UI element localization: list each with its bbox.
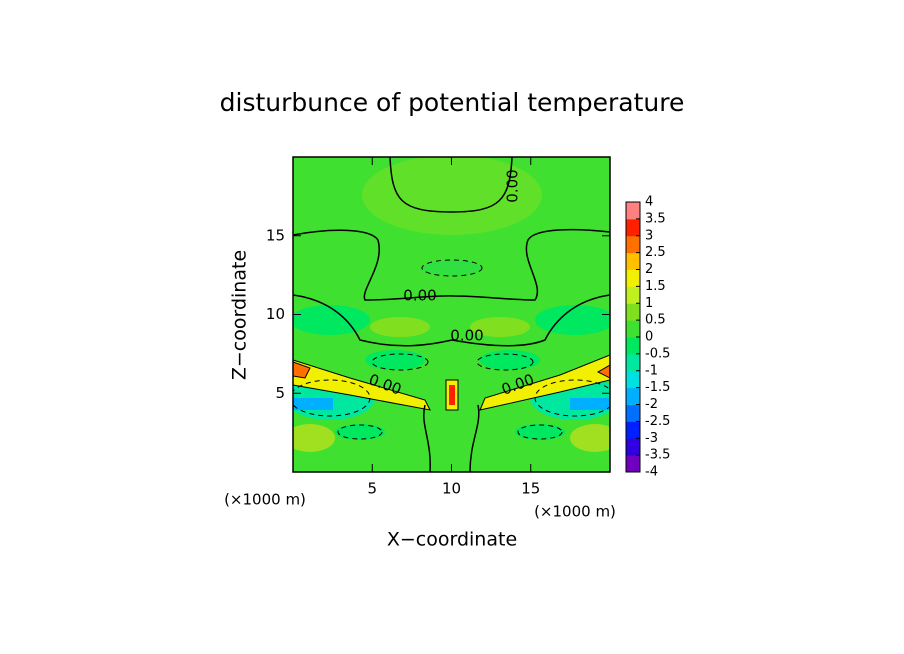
colorbar-level [626, 303, 640, 321]
colorbar-level [626, 387, 640, 405]
colorbar-level [626, 455, 640, 473]
colorbar-level [626, 370, 640, 389]
contour-label: 0.00 [504, 169, 522, 202]
colorbar-level [626, 235, 640, 254]
colorbar-tick-label: -0.5 [645, 346, 670, 361]
colorbar-level [626, 202, 640, 220]
colorbar-level [626, 269, 640, 287]
colorbar-tick-label: -2.5 [645, 414, 670, 429]
colorbar-tick-label: 0 [645, 330, 653, 345]
colorbar-tick-label: -1 [645, 363, 658, 378]
colorbar-tick-label: -2 [645, 397, 658, 412]
x-tick-label: 5 [367, 480, 377, 498]
colorbar-tick-label: -1.5 [645, 380, 670, 395]
colorbar-level [626, 353, 640, 372]
colorbar-tick-label: 1.5 [645, 279, 666, 294]
colorbar-tick-label: -3.5 [645, 448, 670, 463]
y-tick-label: 5 [275, 384, 285, 402]
contour-label: 0.00 [450, 327, 483, 345]
x-tick-label: 10 [442, 480, 461, 498]
colorbar-level [626, 337, 640, 355]
colorbar-tick-label: -4 [645, 465, 658, 480]
colorbar-tick-label: 2.5 [645, 245, 666, 260]
y-tick-label: 15 [266, 226, 285, 244]
colorbar-level [626, 252, 640, 270]
y-unit: (×1000 m) [224, 491, 306, 509]
colorbar-level [626, 218, 640, 237]
y-tick-label: 10 [266, 305, 285, 323]
field [293, 157, 610, 472]
colorbar-tick-label: 3 [645, 228, 653, 243]
colorbar-level [626, 438, 640, 456]
colorbar-tick-label: 2 [645, 262, 653, 277]
colorbar-level [626, 286, 640, 304]
x-tick-label: 15 [521, 480, 540, 498]
colorbar-tick-label: 4 [645, 195, 653, 210]
x-unit: (×1000 m) [534, 503, 616, 521]
colorbar-level [626, 421, 640, 439]
chart-title: disturbunce of potential temperature [220, 88, 685, 117]
colorbar-tick-label: -3 [645, 431, 658, 446]
colorbar-level [626, 404, 640, 422]
colorbar-tick-label: 1 [645, 296, 653, 311]
colorbar-tick-label: 3.5 [645, 211, 666, 226]
x-axis-label: X−coordinate [387, 529, 517, 551]
y-axis-label: Z−coordinate [229, 250, 251, 380]
colorbar-tick-label: 0.5 [645, 313, 666, 328]
colorbar-level [626, 320, 640, 338]
contour-label: 0.00 [403, 287, 436, 305]
